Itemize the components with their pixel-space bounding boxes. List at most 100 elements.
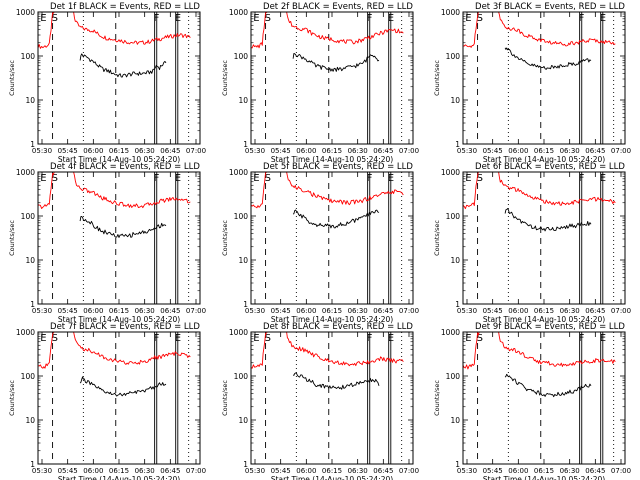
x-tick-label: 06:45 xyxy=(585,307,605,315)
chart-title: Det 2f BLACK = Events, RED = LLD xyxy=(263,2,413,12)
y-tick-label: 1 xyxy=(30,300,35,309)
x-tick-label: 06:45 xyxy=(373,467,393,475)
y-axis-label: Counts/sec xyxy=(433,380,441,416)
plot-frame xyxy=(37,331,201,465)
y-tick-label: 1000 xyxy=(441,168,460,177)
x-tick-label: 05:30 xyxy=(457,147,477,155)
x-tick-label: 06:45 xyxy=(160,147,180,155)
y-tick-label: 100 xyxy=(234,372,249,381)
x-tick-label: 06:00 xyxy=(83,307,103,315)
lld-series-line xyxy=(250,11,404,49)
y-tick-label: 1 xyxy=(243,140,248,149)
y-tick-label: 1 xyxy=(455,300,460,309)
x-tick-label: 05:45 xyxy=(483,467,503,475)
x-tick-label: 06:15 xyxy=(322,467,342,475)
chart-title: Det 7f BLACK = Events, RED = LLD xyxy=(50,322,200,332)
lld-series-line xyxy=(37,11,191,49)
lld-series-line xyxy=(37,331,191,369)
x-tick-label: 06:15 xyxy=(109,147,129,155)
chart-title: Det 4f BLACK = Events, RED = LLD xyxy=(50,162,200,172)
interval-marker-E: E xyxy=(388,13,394,24)
interval-marker-E: E xyxy=(175,173,181,184)
panel-det-8: Det 8f BLACK = Events, RED = LLD 1 10 100 10… xyxy=(221,322,419,480)
plot-frame xyxy=(37,11,201,145)
y-tick-label: 100 xyxy=(446,372,461,381)
interval-marker-F: F xyxy=(154,13,160,24)
interval-marker-S: S xyxy=(52,333,58,344)
x-tick-label: 06:30 xyxy=(135,147,155,155)
y-tick-label: 1 xyxy=(243,460,248,469)
panel-det-1: Det 1f BLACK = Events, RED = LLD 1 10 100 10… xyxy=(8,2,206,164)
x-tick-label: 07:00 xyxy=(611,147,631,155)
x-tick-label: 06:45 xyxy=(160,467,180,475)
interval-marker-E: E xyxy=(40,173,46,184)
interval-marker-E: E xyxy=(388,173,394,184)
x-tick-label: 05:45 xyxy=(271,307,291,315)
interval-marker-F: F xyxy=(154,333,160,344)
y-tick-label: 100 xyxy=(21,372,36,381)
y-tick-label: 1 xyxy=(30,460,35,469)
y-axis-label: Counts/sec xyxy=(433,60,441,96)
interval-marker-F: F xyxy=(579,173,585,184)
interval-marker-E: E xyxy=(253,13,259,24)
x-tick-label: 06:15 xyxy=(322,147,342,155)
y-tick-label: 100 xyxy=(21,212,36,221)
x-tick-label: 06:00 xyxy=(83,467,103,475)
x-axis-label: Start Time (14-Aug-10 05:24:20) xyxy=(483,475,605,480)
interval-marker-E: E xyxy=(465,333,471,344)
x-tick-label: 06:00 xyxy=(296,307,316,315)
x-tick-label: 06:30 xyxy=(348,147,368,155)
y-tick-label: 10 xyxy=(25,416,35,425)
interval-marker-E: E xyxy=(600,13,606,24)
interval-marker-E: E xyxy=(175,333,181,344)
x-tick-label: 07:00 xyxy=(399,467,419,475)
x-tick-label: 06:30 xyxy=(135,467,155,475)
x-tick-label: 07:00 xyxy=(186,467,206,475)
lld-series-line xyxy=(462,331,616,370)
x-tick-label: 05:30 xyxy=(245,307,265,315)
x-tick-label: 07:00 xyxy=(399,307,419,315)
chart-title: Det 1f BLACK = Events, RED = LLD xyxy=(50,2,200,12)
x-tick-label: 06:45 xyxy=(373,307,393,315)
y-tick-label: 1000 xyxy=(441,8,460,17)
y-tick-label: 1000 xyxy=(16,168,35,177)
events-series-line xyxy=(504,47,592,70)
y-tick-label: 10 xyxy=(238,256,248,265)
plot-frame xyxy=(250,11,414,145)
interval-marker-S: S xyxy=(477,173,483,184)
y-axis-label: Counts/sec xyxy=(8,220,16,256)
x-tick-label: 06:45 xyxy=(585,467,605,475)
lld-series-line xyxy=(462,171,616,210)
x-tick-label: 06:00 xyxy=(296,147,316,155)
interval-marker-E: E xyxy=(253,173,259,184)
x-tick-label: 06:30 xyxy=(348,467,368,475)
panel-det-5: Det 5f BLACK = Events, RED = LLD 1 10 100 10… xyxy=(221,162,419,324)
y-tick-label: 10 xyxy=(450,96,460,105)
lld-series-line xyxy=(250,331,404,369)
interval-marker-F: F xyxy=(367,13,373,24)
x-tick-label: 06:15 xyxy=(534,467,554,475)
x-axis-label: Start Time (14-Aug-10 05:24:20) xyxy=(483,315,605,324)
x-axis-label: Start Time (14-Aug-10 05:24:20) xyxy=(58,155,180,164)
events-series-line xyxy=(79,53,167,78)
y-tick-label: 1 xyxy=(455,460,460,469)
x-tick-label: 05:45 xyxy=(58,307,78,315)
x-axis-label: Start Time (14-Aug-10 05:24:20) xyxy=(58,315,180,324)
x-tick-label: 06:30 xyxy=(348,307,368,315)
interval-marker-E: E xyxy=(600,333,606,344)
interval-marker-F: F xyxy=(579,333,585,344)
y-tick-label: 1 xyxy=(243,300,248,309)
x-tick-label: 06:00 xyxy=(508,467,528,475)
x-tick-label: 05:45 xyxy=(58,467,78,475)
panel-det-2: Det 2f BLACK = Events, RED = LLD 1 10 100 10… xyxy=(221,2,419,164)
x-axis-label: Start Time (14-Aug-10 05:24:20) xyxy=(271,155,393,164)
y-tick-label: 1000 xyxy=(229,8,248,17)
x-tick-label: 06:30 xyxy=(560,147,580,155)
y-tick-label: 10 xyxy=(450,256,460,265)
x-tick-label: 05:45 xyxy=(58,147,78,155)
y-tick-label: 1000 xyxy=(229,168,248,177)
plot-frame xyxy=(462,11,626,145)
y-tick-label: 100 xyxy=(234,52,249,61)
interval-marker-S: S xyxy=(477,333,483,344)
